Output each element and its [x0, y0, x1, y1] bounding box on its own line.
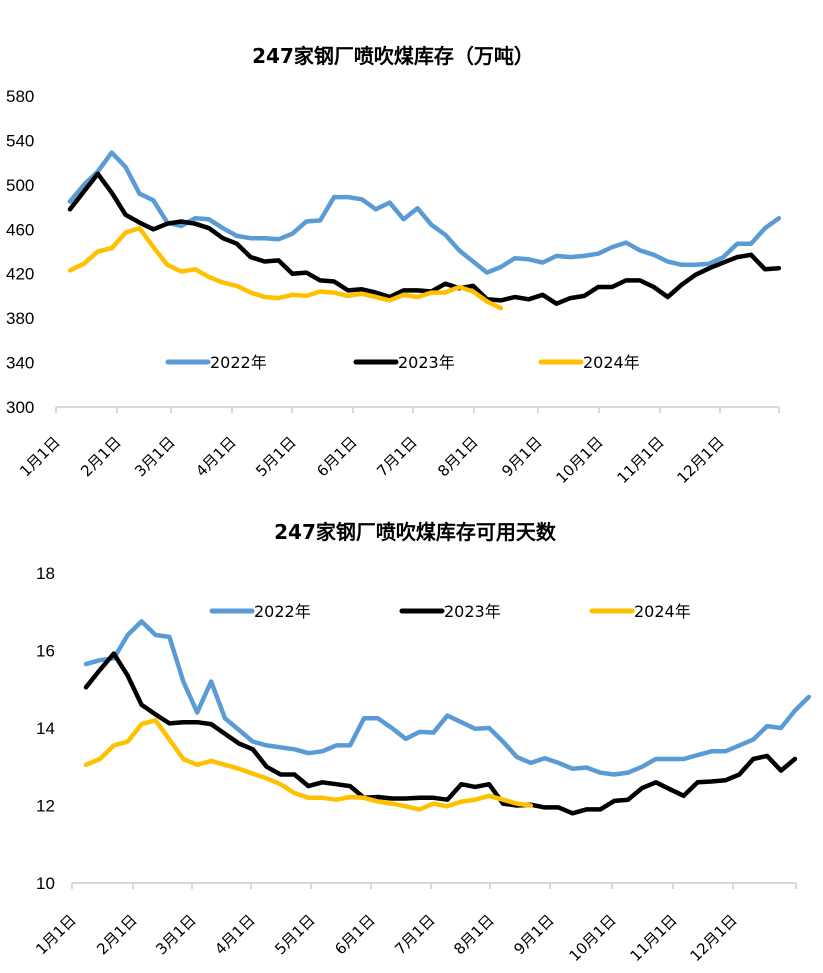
x-tick-label: 1月1日	[16, 433, 63, 480]
y-tick-label: 380	[6, 309, 34, 328]
x-axis: 1月1日 2月1日 3月1日 4月1日 5月1日 6月1日 7月1日 8月1日 9月1日 10月1…	[32, 882, 797, 965]
series-line-2024年	[83, 718, 534, 812]
x-tick-label: 1月1日	[32, 911, 79, 958]
y-tick-label: 540	[6, 131, 34, 150]
legend-label: 2024年	[583, 353, 640, 372]
x-tick-label: 2月1日	[77, 433, 124, 480]
x-tick-label: 7月1日	[391, 911, 438, 958]
y-tick-label: 460	[6, 220, 34, 239]
chart-title: 247家钢厂喷吹煤库存（万吨）	[252, 44, 534, 68]
legend-label: 2022年	[254, 602, 311, 621]
y-axis-ticks: 300 340 380 420 460 500 540 580	[6, 87, 34, 417]
x-tick-label: 2月1日	[93, 911, 140, 958]
x-tick-label: 12月1日	[686, 911, 740, 965]
y-tick-label: 16	[36, 642, 55, 661]
series-line-2022年	[83, 619, 812, 777]
y-tick-label: 500	[6, 176, 34, 195]
x-tick-label: 9月1日	[498, 433, 545, 480]
y-tick-label: 420	[6, 265, 34, 284]
legend: 2022年 2023年 2024年	[165, 353, 640, 372]
legend: 2022年 2023年 2024年	[209, 602, 691, 621]
x-tick-label: 5月1日	[252, 433, 299, 480]
y-tick-label: 340	[6, 354, 34, 373]
x-tick-label: 11月1日	[613, 433, 667, 487]
x-axis: 1月1日 2月1日 3月1日 4月1日 5月1日 6月1日 7月1日 8月1日 9月1日 10月1…	[16, 406, 780, 487]
legend-label: 2022年	[210, 353, 267, 372]
y-tick-label: 300	[6, 398, 34, 417]
y-tick-label: 10	[36, 874, 55, 893]
legend-item: 2024年	[589, 602, 691, 621]
legend-label: 2023年	[444, 602, 501, 621]
x-tick-label: 12月1日	[673, 433, 727, 487]
x-tick-label: 8月1日	[434, 433, 481, 480]
x-tick-label: 9月1日	[510, 911, 557, 958]
series-lines	[67, 150, 782, 311]
legend-label: 2023年	[398, 353, 455, 372]
chart-title: 247家钢厂喷吹煤库存可用天数	[274, 520, 557, 544]
series-line-2023年	[67, 171, 782, 306]
legend-label: 2024年	[634, 602, 691, 621]
x-tick-label: 11月1日	[626, 911, 680, 965]
x-tick-label: 4月1日	[192, 433, 239, 480]
x-tick-label: 8月1日	[450, 911, 497, 958]
series-line-2023年	[83, 651, 798, 816]
x-tick-label: 10月1日	[565, 911, 619, 965]
inventory-chart: 247家钢厂喷吹煤库存（万吨） 300 340 380 420 460 500 540 580…	[6, 44, 782, 487]
series-line-2024年	[67, 225, 504, 311]
inventory-days-chart: 247家钢厂喷吹煤库存可用天数 10 12 14 16 18 1月1日 2月1日 3月1日 4…	[32, 520, 812, 965]
x-tick-label: 3月1日	[131, 433, 178, 480]
x-tick-label: 5月1日	[271, 911, 318, 958]
y-tick-label: 18	[36, 564, 55, 583]
legend-item: 2022年	[209, 602, 311, 621]
legend-item: 2022年	[165, 353, 267, 372]
x-tick-label: 4月1日	[211, 911, 258, 958]
y-axis-ticks: 10 12 14 16 18	[36, 564, 55, 893]
x-tick-label: 6月1日	[331, 911, 378, 958]
series-lines	[83, 619, 812, 816]
x-tick-label: 3月1日	[152, 911, 199, 958]
series-line-2022年	[67, 150, 782, 275]
y-tick-label: 580	[6, 87, 34, 106]
legend-item: 2023年	[353, 353, 455, 372]
x-tick-label: 10月1日	[552, 433, 606, 487]
legend-item: 2023年	[399, 602, 501, 621]
x-tick-label: 6月1日	[313, 433, 360, 480]
x-tick-label: 7月1日	[373, 433, 420, 480]
y-tick-label: 14	[36, 719, 55, 738]
y-tick-label: 12	[36, 797, 55, 816]
legend-item: 2024年	[538, 353, 640, 372]
